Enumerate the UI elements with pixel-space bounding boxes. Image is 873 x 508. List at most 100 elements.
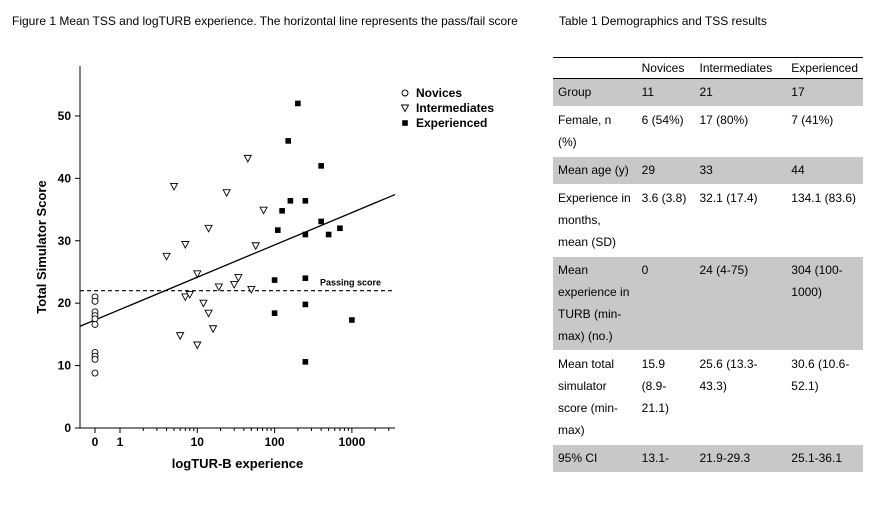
experienced-point (285, 138, 292, 144)
intermediates-point (208, 325, 218, 334)
x-tick-label: 100 (265, 435, 285, 449)
table-row: Experience in months, mean (SD) 3.6 (3.8… (553, 184, 863, 257)
x-tick-label: 1000 (339, 435, 366, 449)
novices-point (91, 315, 99, 323)
table-cell: 13.1- (636, 444, 695, 473)
table-row: Female, n (%) 6 (54%) 17 (80%) 7 (41%) (553, 106, 863, 157)
table-header-row: Novices Intermediates Experienced (553, 57, 863, 79)
table-row: Mean age (y) 29 33 44 (553, 156, 863, 185)
experienced-point (302, 275, 309, 282)
table-cell: 24 (4-75) (694, 256, 787, 351)
table-cell: 17 (786, 78, 863, 107)
intermediates-point (175, 332, 185, 341)
table-cell: 95% CI (553, 444, 637, 473)
table-header-cell: Intermediates (694, 57, 787, 79)
table-cell: 15.9 (8.9-21.1) (636, 350, 695, 445)
table-cell: 25.1-36.1 (786, 444, 863, 473)
intermediates-point (204, 309, 213, 318)
experienced-point (295, 100, 301, 107)
experienced-point (271, 310, 278, 316)
table-cell: 44 (786, 156, 863, 185)
passing-score-label: Passing score (320, 278, 381, 288)
table-cell: 0 (636, 256, 695, 351)
intermediates-point (193, 270, 202, 279)
experienced-point (287, 198, 294, 204)
intermediates-point (247, 285, 256, 294)
table-cell: 32.1 (17.4) (694, 184, 787, 257)
legend-label-intermediates: Intermediates (416, 101, 494, 115)
table-header-cell: Experienced (786, 57, 863, 79)
table-cell: 29 (636, 156, 695, 185)
table-cell: 134.1 (83.6) (786, 184, 863, 257)
table-row: 95% CI 13.1- 21.9-29.3 25.1-36.1 (553, 444, 863, 473)
novices-point (91, 297, 99, 305)
table-header-cell: Novices (636, 57, 695, 79)
legend-marker-experienced (402, 120, 408, 126)
intermediates-point (162, 252, 171, 261)
legend-label-experienced: Experienced (416, 116, 487, 130)
table-cell: Mean total simulator score (min-max) (553, 350, 637, 445)
legend-marker-intermediates (400, 104, 410, 113)
x-axis-label: logTUR-B experience (172, 456, 303, 471)
y-tick-label: 40 (58, 171, 72, 185)
table-cell: 25.6 (13.3-43.3) (694, 350, 787, 445)
intermediates-point (251, 242, 260, 251)
experienced-point (302, 301, 309, 308)
intermediates-point (259, 206, 268, 215)
experienced-point (302, 359, 309, 365)
table-cell: 11 (636, 78, 695, 107)
table-cell: 30.6 (10.6-52.1) (786, 350, 863, 445)
experienced-point (349, 317, 355, 323)
table-row: Mean total simulator score (min-max) 15.… (553, 350, 863, 445)
novices-point (91, 320, 99, 328)
table-cell: 3.6 (3.8) (636, 184, 695, 257)
table-cell: Experience in months, mean (SD) (553, 184, 637, 257)
table-cell: 6 (54%) (636, 106, 695, 157)
novices-point (91, 355, 99, 363)
table-cell: Mean experience in TURB (min-max) (no.) (553, 256, 637, 351)
trend-line (79, 193, 396, 327)
scatter-chart: 0 10 20 30 40 50 0 1 10 100 1000 logTUR-B experienc… (34, 66, 494, 471)
y-axis-label: Total Simulator Score (34, 180, 49, 313)
experienced-point (318, 218, 324, 225)
intermediates-point (234, 274, 243, 283)
x-tick-label: 0 (92, 435, 99, 449)
y-tick-label: 50 (58, 109, 72, 123)
experienced-point (279, 208, 285, 214)
intermediates-point (199, 299, 208, 308)
experienced-point (302, 198, 309, 204)
experienced-point (337, 225, 343, 232)
intermediates-point (229, 280, 239, 289)
legend-label-novices: Novices (416, 86, 462, 100)
intermediates-point (181, 293, 190, 302)
intermediates-point (222, 189, 231, 198)
y-tick-label: 30 (58, 234, 72, 248)
x-tick-label: 1 (117, 435, 124, 449)
intermediates-point (214, 283, 224, 292)
experienced-point (274, 227, 281, 233)
intermediates-point (243, 154, 253, 163)
table-row: Mean experience in TURB (min-max) (no.) … (553, 256, 863, 351)
x-tick-label: 10 (191, 435, 205, 449)
demographics-table: Novices Intermediates Experienced Group … (553, 57, 863, 473)
table-cell: Group (553, 78, 637, 107)
table-cell: 17 (80%) (694, 106, 787, 157)
intermediates-point (169, 183, 179, 191)
novices-point (91, 369, 99, 377)
table-cell: 304 (100-1000) (786, 256, 863, 351)
figure-caption: Figure 1 Mean TSS and logTURB experience… (12, 14, 518, 28)
experienced-point (325, 231, 332, 238)
experienced-point (302, 231, 309, 238)
table-cell: 21.9-29.3 (694, 444, 787, 473)
intermediates-point (181, 241, 190, 249)
y-tick-label: 0 (64, 421, 71, 435)
table-cell: 33 (694, 156, 787, 185)
y-tick-label: 10 (58, 359, 72, 373)
experienced-point (271, 277, 278, 283)
experienced-point (318, 163, 324, 169)
intermediates-point (185, 290, 195, 299)
table-cell: 7 (41%) (786, 106, 863, 157)
table-caption: Table 1 Demographics and TSS results (559, 14, 767, 28)
legend-marker-novices (401, 89, 409, 97)
intermediates-point (193, 341, 202, 350)
